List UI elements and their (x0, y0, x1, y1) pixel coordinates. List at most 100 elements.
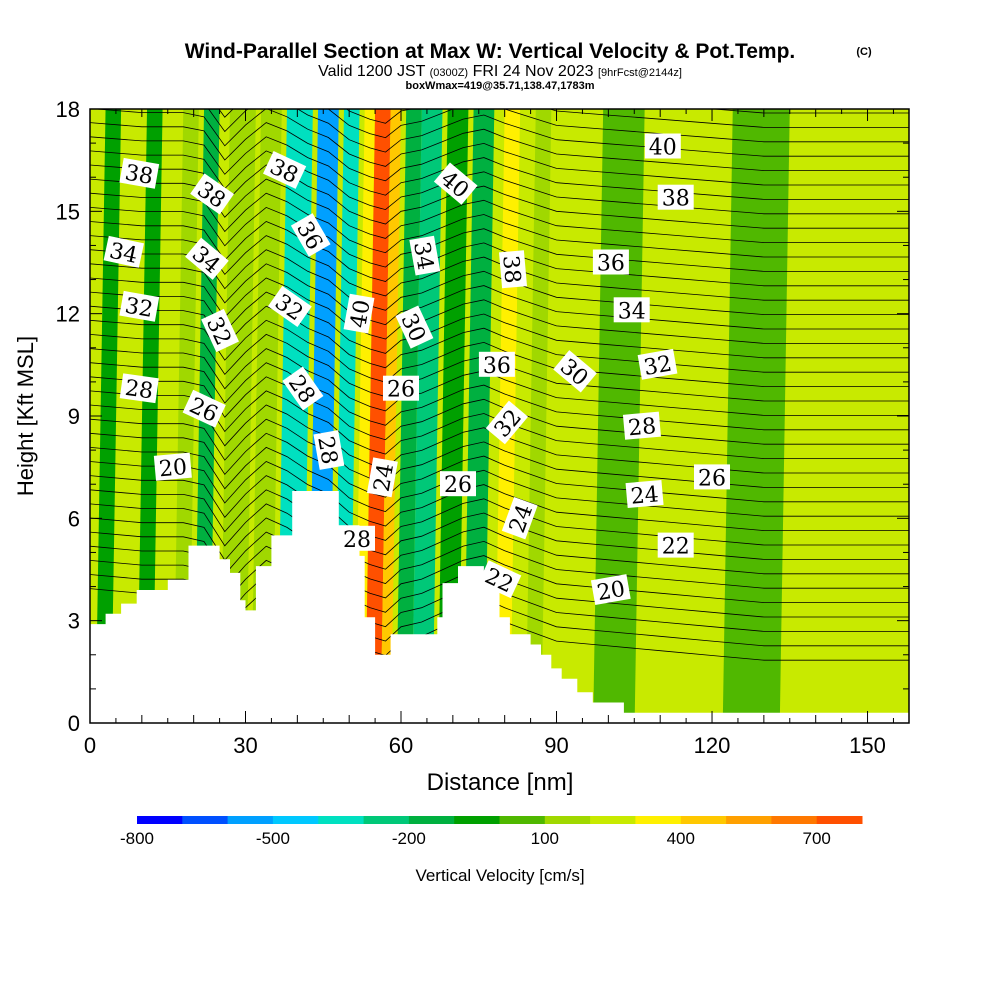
contour-label-box (478, 560, 522, 599)
contour-label-text: 26 (444, 473, 472, 498)
contour-label-box (622, 411, 661, 440)
isentrope-line (90, 446, 909, 517)
contour-label-box (637, 348, 678, 380)
colorbar-tick-label: 400 (667, 829, 695, 848)
contour-label-text: 28 (123, 376, 154, 405)
isentrope-line (90, 503, 909, 575)
contour-label: 26 (440, 471, 476, 498)
velocity-band (722, 109, 790, 723)
contour-label: 26 (694, 464, 730, 491)
isentrope-line (90, 461, 909, 531)
contour-label-box (119, 290, 160, 322)
colorbar-swatch (499, 816, 546, 824)
isentrope-line (90, 404, 909, 474)
contour-label: 36 (478, 351, 515, 379)
contour-label-box (625, 479, 664, 509)
contour-label-box (343, 293, 375, 334)
contour-label-box (263, 151, 307, 189)
contour-label: 32 (119, 290, 160, 323)
colorbar-swatch (137, 816, 183, 824)
contour-label: 34 (103, 235, 145, 269)
colorbar-tick-label: 700 (803, 829, 831, 848)
contour-label-text: 36 (483, 354, 511, 379)
isentrope-line (345, 109, 909, 128)
contour-label-text: 36 (597, 252, 625, 277)
contour-label-text: 20 (158, 455, 188, 482)
y-tick-label: 15 (56, 199, 80, 224)
y-tick-label: 0 (68, 711, 80, 736)
x-axis: 0 30 60 90 120 150 (84, 109, 894, 758)
contour-label-box (153, 452, 192, 481)
contour-label: 34 (408, 235, 441, 276)
colorbar-swatch (182, 816, 229, 824)
isentrope-line (90, 319, 909, 387)
contour-label-box (440, 471, 476, 497)
isentrope-line (90, 517, 909, 589)
colorbar-swatch (771, 816, 818, 824)
isentrope-line (90, 178, 909, 243)
colorbar-tick-label: -800 (120, 829, 154, 848)
contour-label: 20 (590, 574, 631, 606)
contour-label-box (190, 173, 235, 215)
contour-label-box (313, 430, 345, 470)
y-tick-label: 9 (68, 404, 80, 429)
chart-title: Wind-Parallel Section at Max W: Vertical… (185, 40, 796, 63)
isentrope-line (208, 109, 909, 157)
colorbar-swatch (680, 816, 727, 824)
colorbar-swatch (363, 816, 410, 824)
velocity-band (525, 109, 552, 723)
contour-label-box (485, 400, 529, 445)
chart-subtitle: Valid 1200 JST (0300Z) FRI 24 Nov 2023 [… (318, 63, 682, 80)
contour-label: 32 (637, 348, 678, 381)
contour-label-text: 20 (595, 577, 627, 606)
isentrope-line (90, 432, 909, 503)
contour-label-text: 26 (387, 378, 415, 403)
contour-label-box (644, 133, 681, 159)
contour-label: 40 (343, 293, 376, 334)
colorbar (137, 816, 863, 824)
colorbar-ticks: -800 -500 -200 100 400 700 (120, 829, 831, 848)
contour-label-text: 28 (312, 434, 341, 466)
contour-label-text: 22 (662, 535, 690, 560)
x-axis-title: Distance [nm] (427, 769, 574, 796)
contour-label-box (590, 574, 631, 605)
y-axis-title: Height [Kft MSL] (13, 336, 38, 496)
isentrope-line (90, 164, 909, 229)
contour-label-box (267, 285, 312, 327)
contour-label-box (694, 464, 730, 490)
contour-label: 24 (366, 457, 399, 498)
isentrope-line (90, 206, 909, 272)
colorbar-swatch (408, 816, 455, 824)
contour-label: 28 (312, 430, 345, 470)
y-tick-label: 12 (56, 302, 80, 327)
contour-label-box (395, 305, 434, 349)
colorbar-swatch (318, 816, 365, 824)
isentrope-line (90, 362, 909, 431)
isentrope-line (90, 122, 909, 186)
contour-label: 28 (119, 373, 159, 405)
subtitle-valid: Valid 1200 JST (318, 63, 426, 80)
terrain (90, 491, 909, 723)
contour-label-box (383, 375, 419, 401)
contour-label: 40 (644, 133, 681, 161)
contour-label-box (282, 366, 324, 411)
velocity-band (137, 109, 163, 723)
colorbar-label: Vertical Velocity [cm/s] (415, 866, 584, 885)
subtitle-forecast: [9hrFcst@2144z] (598, 67, 682, 79)
contour-label-text: 24 (370, 462, 399, 494)
contour-label-text: 38 (662, 187, 690, 212)
x-tick-label: 30 (233, 733, 257, 758)
isentrope-line (90, 235, 909, 301)
colorbar-swatch (816, 816, 863, 824)
contour-label-text: 38 (497, 254, 524, 284)
y-tick-label: 3 (68, 609, 80, 634)
y-tick-label: 6 (68, 506, 80, 531)
subtitle-date: FRI 24 Nov 2023 (473, 63, 594, 80)
colorbar-tick-label: 100 (531, 829, 559, 848)
colorbar-swatch (635, 816, 682, 824)
subtitle-utc: (0300Z) (430, 67, 469, 79)
contour-label-box (103, 235, 145, 268)
x-tick-label: 0 (84, 733, 96, 758)
contour-label: 20 (153, 452, 192, 482)
